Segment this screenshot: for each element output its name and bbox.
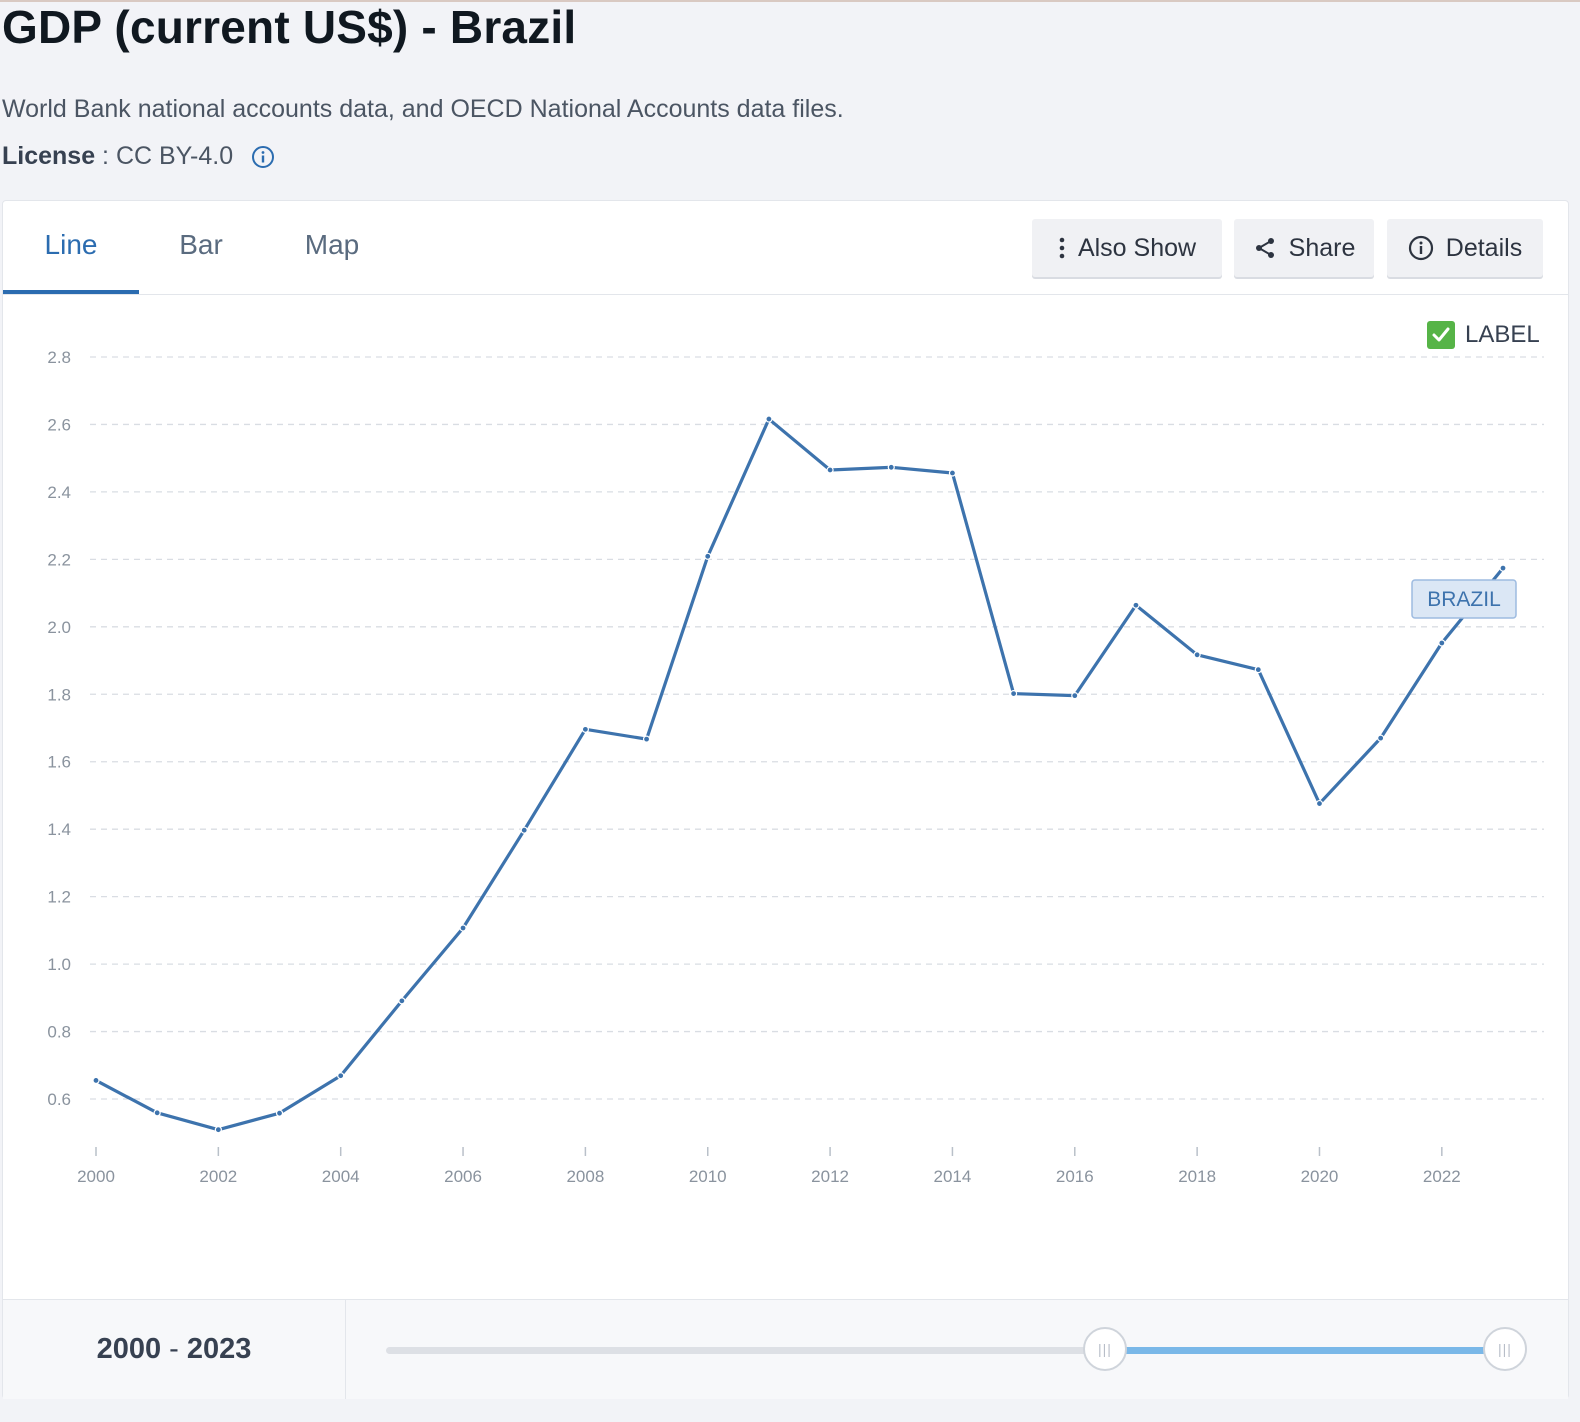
series-label-brazil: BRAZIL	[1427, 588, 1501, 611]
data-point	[1254, 666, 1262, 674]
x-tick-label: 2006	[444, 1167, 482, 1186]
y-tick-label: 1.8	[47, 685, 71, 704]
label-toggle-text: LABEL	[1465, 321, 1540, 348]
data-point	[520, 826, 528, 834]
share-button[interactable]: Share	[1234, 219, 1374, 277]
range-slider-track[interactable]	[386, 1347, 1506, 1354]
y-tick-label: 0.8	[47, 1023, 71, 1042]
data-point	[337, 1072, 345, 1080]
line-chart: 0.6 0.8 1.0 1.2 1.4 1.6 1.8 2.0 2.2 2.4 2.6 2.8 2000…	[47, 348, 1544, 1186]
series-label-box	[1411, 579, 1517, 619]
y-tick-label: 1.0	[47, 955, 71, 974]
year-range: 2000 - 2023	[3, 1300, 346, 1399]
data-point	[275, 1109, 284, 1117]
label-toggle[interactable]: LABEL	[1427, 321, 1540, 349]
y-tick-label: 2.4	[47, 483, 71, 502]
info-circle-icon	[1408, 235, 1433, 261]
tab-bar: Line Bar Map Also Show Share Details	[3, 201, 1568, 295]
y-tick-label: 2.6	[47, 415, 71, 434]
data-point	[826, 466, 834, 474]
x-tick-label: 2014	[934, 1167, 972, 1186]
tab-line[interactable]: Line	[3, 201, 139, 294]
details-button[interactable]: Details	[1387, 219, 1543, 277]
x-tick-label: 2012	[811, 1167, 849, 1186]
license-separator: :	[95, 142, 116, 170]
x-tick-label: 2022	[1423, 1167, 1461, 1186]
data-point	[642, 735, 651, 743]
data-point	[887, 463, 895, 471]
x-tick-label: 2008	[566, 1167, 604, 1186]
data-point	[704, 552, 712, 560]
share-label: Share	[1288, 233, 1356, 262]
range-start: 2000	[96, 1333, 162, 1365]
data-point	[1499, 564, 1507, 572]
chart-card: Line Bar Map Also Show Share Details 0.6…	[2, 200, 1569, 1399]
data-point	[948, 469, 957, 477]
y-tick-label: 1.6	[47, 753, 71, 772]
data-point	[1438, 639, 1446, 647]
also-show-button[interactable]: Also Show	[1032, 219, 1222, 277]
range-slider-start-handle[interactable]: |||	[1083, 1327, 1127, 1371]
data-point	[153, 1109, 161, 1117]
range-separator: -	[169, 1333, 179, 1365]
details-label: Details	[1445, 233, 1523, 262]
license-label: License	[2, 142, 96, 170]
data-point	[765, 415, 773, 423]
data-point	[459, 924, 467, 932]
checkbox-checked-icon[interactable]	[1427, 321, 1455, 349]
y-tick-label: 2.0	[47, 618, 71, 637]
data-point	[1377, 734, 1385, 742]
x-tick-label: 2016	[1056, 1167, 1094, 1186]
x-tick-label: 2018	[1178, 1167, 1216, 1186]
data-point	[1315, 799, 1324, 808]
x-tick-label: 2020	[1301, 1167, 1339, 1186]
y-tick-label: 1.2	[47, 888, 71, 907]
y-tick-label: 1.4	[47, 820, 71, 839]
range-slider-fill	[1104, 1347, 1505, 1354]
license-value: CC BY-4.0	[115, 142, 234, 170]
tab-bar-chart[interactable]: Bar	[179, 229, 223, 260]
y-tick-label: 2.2	[47, 550, 71, 569]
x-tick-label: 2000	[77, 1167, 115, 1186]
share-icon	[1255, 238, 1274, 258]
page-title: GDP (current US$) - Brazil	[2, 1, 577, 53]
also-show-label: Also Show	[1077, 233, 1197, 262]
data-point	[1010, 689, 1018, 698]
x-tick-label: 2004	[322, 1167, 360, 1186]
data-point	[581, 725, 589, 733]
data-point	[1193, 651, 1201, 659]
range-end: 2023	[186, 1333, 252, 1365]
data-point	[1132, 601, 1140, 609]
source-note: World Bank national accounts data, and O…	[2, 95, 844, 123]
x-tick-label: 2010	[689, 1167, 727, 1186]
y-tick-label: 0.6	[47, 1090, 71, 1109]
range-footer: 2000 - 2023 ||| |||	[3, 1299, 1568, 1399]
tab-map[interactable]: Map	[304, 229, 360, 260]
data-point	[398, 997, 406, 1005]
series-line-brazil	[95, 417, 1505, 1132]
license-line: License : CC BY-4.0	[2, 142, 275, 171]
top-rule	[0, 0, 1580, 2]
more-vertical-icon	[1059, 237, 1065, 259]
range-slider-end-handle[interactable]: |||	[1483, 1327, 1527, 1371]
x-tick-label: 2002	[199, 1167, 237, 1186]
data-point	[1071, 692, 1079, 700]
data-point	[214, 1126, 222, 1134]
info-icon[interactable]	[251, 145, 275, 169]
data-point	[92, 1076, 100, 1085]
y-tick-label: 2.8	[47, 348, 71, 367]
